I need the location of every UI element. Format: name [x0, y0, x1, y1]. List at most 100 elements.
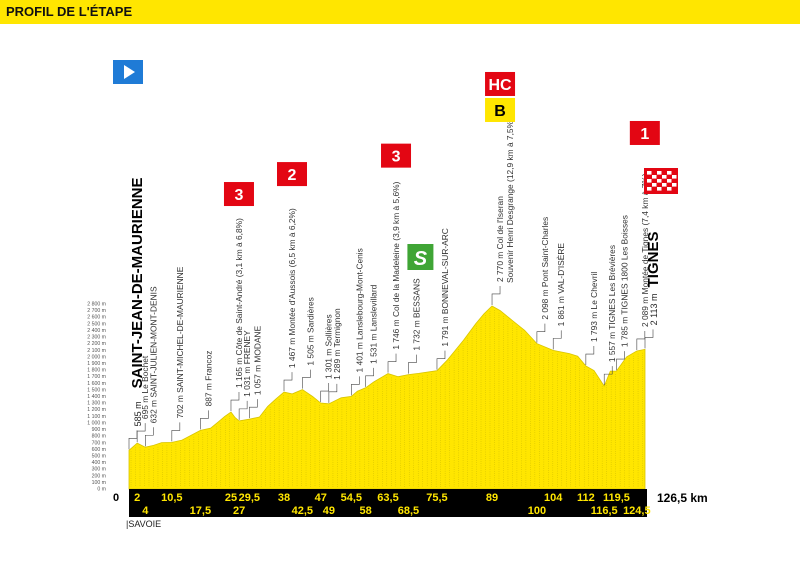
total-distance-label: 126,5 km — [657, 491, 708, 505]
place-leader-line — [585, 346, 595, 366]
climb-category-badge — [381, 143, 412, 168]
y-tick-label: 2 400 m — [87, 328, 106, 334]
km-label: 38 — [278, 492, 290, 504]
checkered-flag-icon — [657, 171, 662, 175]
place-label: 1 732 m BESSANS — [411, 278, 421, 351]
y-tick-label: 1 700 m — [87, 374, 106, 380]
bonus-label: B — [494, 103, 506, 120]
km-start-label: 0 — [113, 492, 119, 504]
place-leader-line — [491, 285, 501, 305]
place-label: 1 301 m Sollières — [324, 314, 334, 379]
y-tick-label: 500 m — [92, 453, 106, 459]
place-label: 1 793 m Le Chevril — [589, 272, 599, 342]
place-leader-line — [603, 366, 613, 386]
y-tick-label: 2 100 m — [87, 348, 106, 354]
place-leader-line — [200, 410, 209, 430]
checkered-flag-icon — [647, 179, 652, 183]
checkered-flag-icon — [672, 175, 677, 179]
y-tick-label: 0 m — [97, 487, 106, 493]
km-label: 47 — [315, 492, 327, 504]
y-tick-label: 1 000 m — [87, 420, 106, 426]
checkered-flag-icon — [667, 171, 672, 175]
y-tick-label: 100 m — [92, 480, 106, 486]
place-label: 1 785 m TIGNES 1800 Les Boisses — [619, 215, 629, 347]
km-label: 29,5 — [239, 492, 260, 504]
place-leader-line — [320, 383, 330, 403]
checkered-flag-icon — [672, 183, 677, 187]
place-leader-line — [283, 372, 293, 392]
place-leader-line — [351, 376, 360, 396]
place-leader-line — [644, 329, 654, 349]
place-leader-line — [552, 330, 562, 350]
place-leader-line — [365, 367, 374, 387]
checkered-flag-icon — [647, 187, 652, 191]
y-tick-label: 600 m — [92, 447, 106, 453]
y-tick-label: 1 900 m — [87, 361, 106, 367]
checkered-flag-icon — [662, 183, 667, 187]
sprint-s-icon: S — [414, 248, 428, 270]
y-tick-label: 1 500 m — [87, 387, 106, 393]
km-label: 68,5 — [398, 505, 419, 517]
km-label: 75,5 — [426, 492, 447, 504]
place-label: 1 165 m Côte de Saint-André (3,1 km à 6,… — [234, 218, 244, 388]
climb-category-badge — [277, 162, 308, 187]
header-bar: PROFIL DE L'ÉTAPE — [0, 0, 800, 24]
y-tick-label: 2 200 m — [87, 341, 106, 347]
place-label: 1 531 m Lanslevillard — [369, 284, 379, 363]
region-label: |SAVOIE — [126, 519, 162, 529]
checkered-flag-icon — [652, 183, 657, 187]
checkered-flag-icon — [647, 171, 652, 175]
play-triangle-icon — [124, 65, 135, 79]
y-tick-label: 1 400 m — [87, 394, 106, 400]
place-name-major: SAINT-JEAN-DE-MAURIENNE — [129, 178, 146, 389]
y-tick-label: 900 m — [92, 427, 106, 433]
y-tick-label: 1 200 m — [87, 407, 106, 413]
y-tick-label: 200 m — [92, 473, 106, 479]
km-label: 104 — [544, 492, 563, 504]
y-tick-label: 2 700 m — [87, 308, 106, 314]
place-leader-line — [302, 369, 311, 389]
place-label: 1 861 m VAL-D'ISÈRE — [556, 243, 566, 327]
y-tick-label: 2 300 m — [87, 335, 106, 341]
checkered-flag-icon — [657, 187, 662, 191]
place-label: 2 098 m Pont Saint-Charles — [540, 217, 550, 320]
place-label: 1 791 m BONNEVAL-SUR-ARC — [440, 228, 450, 347]
place-label: 1 557 m TIGNES Les Brévières — [607, 245, 617, 362]
km-label: 116,5 — [591, 505, 618, 517]
climb-category-badge — [223, 182, 254, 207]
place-leader-line — [616, 351, 625, 371]
place-leader-line — [536, 323, 546, 343]
km-label: 4 — [142, 505, 149, 517]
place-label: 695 m Le Bochet — [140, 355, 150, 419]
km-label: 89 — [486, 492, 498, 504]
y-tick-label: 300 m — [92, 467, 106, 473]
place-altitude: 2 113 m — [649, 294, 659, 326]
place-leader-line — [136, 423, 146, 443]
place-leader-line — [145, 427, 154, 447]
km-label: 27 — [233, 505, 245, 517]
climb-category-label: 3 — [235, 187, 244, 204]
place-label: 1 401 m Lanslebourg-Mont-Cenis — [354, 248, 364, 372]
place-leader-line — [249, 399, 258, 419]
km-label: 10,5 — [161, 492, 182, 504]
place-leader-line — [636, 330, 646, 350]
km-label: 100 — [528, 505, 546, 517]
km-label: 119,5 — [603, 492, 630, 504]
y-tick-label: 1 800 m — [87, 368, 106, 374]
distance-track — [129, 489, 647, 517]
y-tick-label: 1 600 m — [87, 381, 106, 387]
checkered-flag-icon — [662, 175, 667, 179]
place-leader-line — [171, 422, 181, 442]
place-label: 1 746 m Col de la Madeleine (3,9 km à 5,… — [391, 181, 401, 349]
y-tick-label: 2 600 m — [87, 315, 106, 321]
y-tick-label: 700 m — [92, 440, 106, 446]
place-leader-line — [238, 400, 248, 420]
place-leader-line — [387, 353, 397, 373]
km-label: 25 — [225, 492, 237, 504]
sprint-badge — [407, 244, 434, 270]
climb-category-label: 1 — [640, 126, 649, 143]
y-tick-label: 2 500 m — [87, 321, 106, 327]
profile-area — [128, 305, 646, 490]
